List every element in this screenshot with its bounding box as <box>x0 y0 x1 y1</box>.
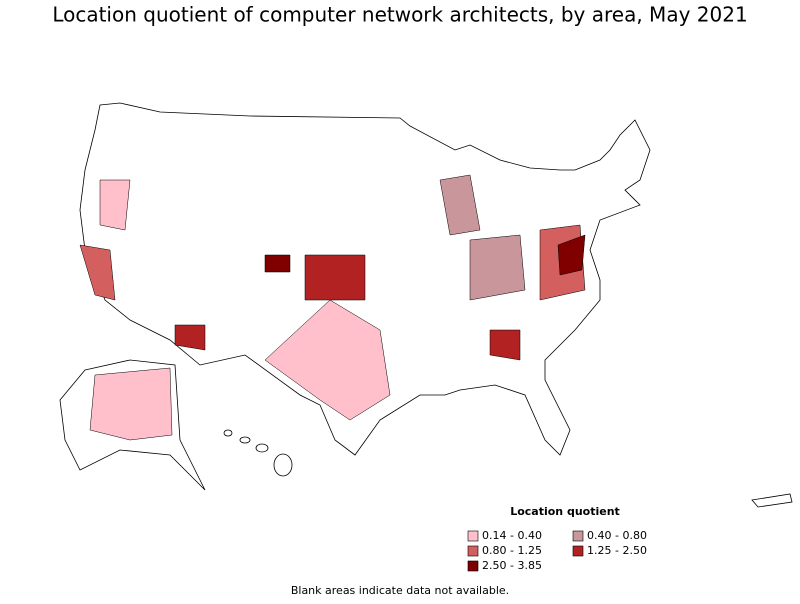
map-area <box>174 324 206 351</box>
hawaii-island <box>239 436 251 444</box>
legend-swatch <box>467 545 479 557</box>
map <box>59 102 793 508</box>
legend-label: 1.25 - 2.50 <box>587 544 647 557</box>
map-area <box>439 174 481 236</box>
map-area <box>89 367 173 441</box>
legend: 0.14 - 0.40 0.40 - 0.80 0.80 - 1.25 1.25 - … <box>467 529 647 572</box>
legend-swatch <box>467 560 479 572</box>
legend-swatch <box>467 530 479 542</box>
map-area <box>264 254 291 273</box>
hawaii-island <box>223 429 233 437</box>
legend-swatch <box>572 530 584 542</box>
puerto-rico <box>751 493 793 508</box>
legend-label: 0.80 - 1.25 <box>482 544 542 557</box>
legend-label: 0.40 - 0.80 <box>587 529 647 542</box>
map-area <box>489 329 521 361</box>
legend-swatch <box>572 545 584 557</box>
hawaii-island <box>273 453 293 477</box>
legend-title: Location quotient <box>510 505 620 518</box>
legend-label: 0.14 - 0.40 <box>482 529 542 542</box>
map-area <box>304 254 366 301</box>
footnote: Blank areas indicate data not available. <box>291 584 509 597</box>
map-area <box>557 234 586 276</box>
legend-label: 2.50 - 3.85 <box>482 559 542 572</box>
map-area <box>99 179 131 231</box>
map-title: Location quotient of computer network ar… <box>52 3 747 27</box>
map-area <box>469 234 526 301</box>
map-area <box>79 244 116 301</box>
hawaii-island <box>255 443 269 453</box>
